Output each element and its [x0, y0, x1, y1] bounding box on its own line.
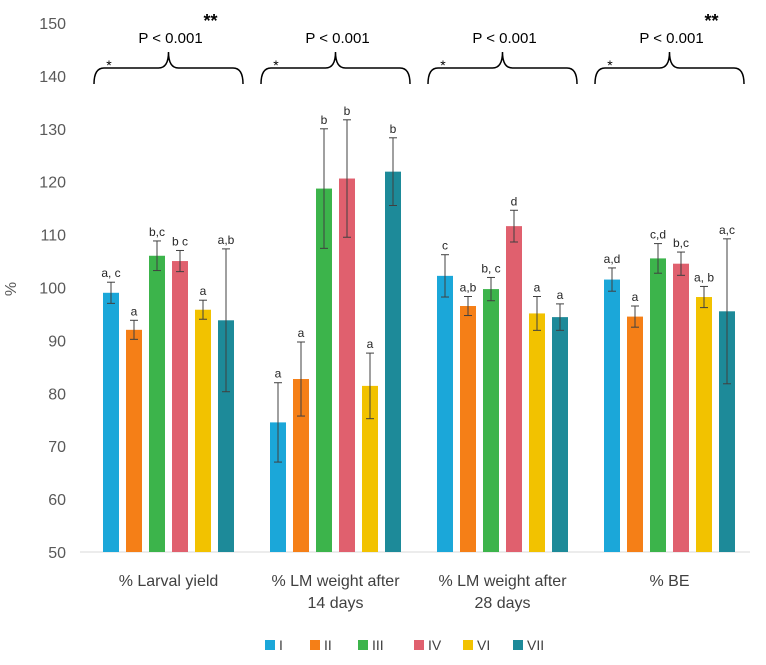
- bar-vii-4: [719, 311, 735, 552]
- bar-iii-3: [483, 289, 499, 552]
- brace: [93, 51, 244, 85]
- y-axis: 50 60 70 80 90 100 110 120 130 140 150: [39, 16, 66, 562]
- bar-ii-2: [293, 379, 309, 552]
- bar-vii-2: [385, 171, 401, 553]
- brace: [260, 51, 411, 85]
- significance-letter: a: [367, 337, 374, 351]
- bar-ii-3: [460, 306, 476, 552]
- x-tick-label: % BE: [649, 573, 689, 590]
- bar-i-2: [270, 422, 286, 552]
- bar-i-3: [437, 275, 453, 552]
- significance-letter: c,d: [650, 228, 666, 242]
- y-tick-label: 150: [39, 16, 66, 33]
- significance-letter: a,c: [719, 223, 735, 237]
- x-axis-labels: % Larval yield % LM weight after 14 days % …: [119, 573, 690, 612]
- significance-brackets: P < 0.001***P < 0.001*P < 0.001*P < 0.00…: [93, 11, 745, 85]
- x-tick-label: % LM weight after: [271, 573, 400, 590]
- single-star: *: [607, 57, 613, 73]
- bar-iii-4: [650, 258, 666, 552]
- bar-iv-1: [172, 261, 188, 552]
- significance-letter: a, c: [101, 266, 120, 280]
- y-tick-label: 70: [48, 439, 66, 456]
- significance-letter: b: [321, 113, 328, 127]
- legend-label-iii: III: [372, 637, 384, 653]
- y-tick-label: 130: [39, 122, 66, 139]
- x-tick-label: % Larval yield: [119, 573, 219, 590]
- bar-iv-2: [339, 178, 355, 552]
- bar-vii-3: [552, 317, 568, 552]
- p-value-label: P < 0.001: [472, 30, 536, 47]
- y-tick-label: 90: [48, 333, 66, 350]
- y-tick-label: 60: [48, 492, 66, 509]
- legend-swatch-iv: [414, 640, 424, 650]
- x-tick-label: 14 days: [307, 595, 363, 612]
- legend-label-vii: VII: [527, 637, 544, 653]
- legend-label-vi: VI: [477, 637, 490, 653]
- significance-letter: a: [632, 290, 639, 304]
- significance-letter: b,c: [149, 225, 165, 239]
- significance-letter: b: [344, 104, 351, 118]
- legend-label-i: I: [279, 637, 283, 653]
- p-value-label: P < 0.001: [138, 30, 202, 47]
- bar-vii-1: [218, 320, 234, 552]
- significance-letter: a, b: [694, 270, 714, 284]
- significance-letter: a: [298, 326, 305, 340]
- brace: [427, 51, 578, 85]
- legend-swatch-ii: [310, 640, 320, 650]
- single-star: *: [106, 57, 112, 73]
- p-value-label: P < 0.001: [305, 30, 369, 47]
- brace: [594, 51, 745, 85]
- bar-vi-3: [529, 313, 545, 552]
- significance-letter: a,b: [460, 280, 477, 294]
- y-axis-label: %: [3, 282, 20, 296]
- y-tick-label: 50: [48, 545, 66, 562]
- significance-letter: a: [557, 288, 564, 302]
- x-tick-label: % LM weight after: [438, 573, 567, 590]
- legend: I II III IV VI VII: [265, 637, 544, 653]
- legend-swatch-vii: [513, 640, 523, 650]
- bar-series: a, c a c a,d a a a,b a b,c b b, c c,d b c b d b,c a a a a, …: [101, 104, 735, 553]
- y-tick-label: 140: [39, 69, 66, 86]
- single-star: *: [273, 57, 279, 73]
- legend-label-ii: II: [324, 637, 332, 653]
- significance-letter: a,d: [604, 252, 621, 266]
- significance-letter: a: [200, 284, 207, 298]
- significance-letter: d: [511, 194, 518, 208]
- double-star: **: [704, 11, 718, 31]
- legend-swatch-vi: [463, 640, 473, 650]
- x-tick-label: 28 days: [474, 595, 530, 612]
- significance-letter: b,c: [673, 236, 689, 250]
- legend-label-iv: IV: [428, 637, 442, 653]
- y-tick-label: 110: [40, 228, 66, 245]
- significance-letter: b c: [172, 234, 188, 248]
- bar-vi-4: [696, 297, 712, 552]
- p-value-label: P < 0.001: [639, 30, 703, 47]
- legend-swatch-iii: [358, 640, 368, 650]
- y-tick-label: 100: [39, 281, 66, 298]
- y-tick-label: 80: [48, 386, 66, 403]
- legend-swatch-i: [265, 640, 275, 650]
- bar-iii-1: [149, 255, 165, 552]
- significance-letter: c: [442, 239, 448, 253]
- bar-iii-2: [316, 188, 332, 552]
- significance-letter: a,b: [218, 233, 235, 247]
- significance-letter: a: [534, 280, 541, 294]
- bar-ii-1: [126, 329, 142, 552]
- bar-ii-4: [627, 316, 643, 552]
- significance-letter: a: [275, 367, 282, 381]
- bar-vi-2: [362, 385, 378, 552]
- bar-iv-3: [506, 226, 522, 553]
- significance-letter: a: [131, 304, 138, 318]
- significance-letter: b, c: [481, 261, 500, 275]
- double-star: **: [203, 11, 217, 31]
- bar-i-1: [103, 292, 119, 552]
- bar-i-4: [604, 279, 620, 552]
- single-star: *: [440, 57, 446, 73]
- bar-iv-4: [673, 263, 689, 552]
- bar-vi-1: [195, 309, 211, 552]
- significance-letter: b: [390, 122, 397, 136]
- y-tick-label: 120: [39, 175, 66, 192]
